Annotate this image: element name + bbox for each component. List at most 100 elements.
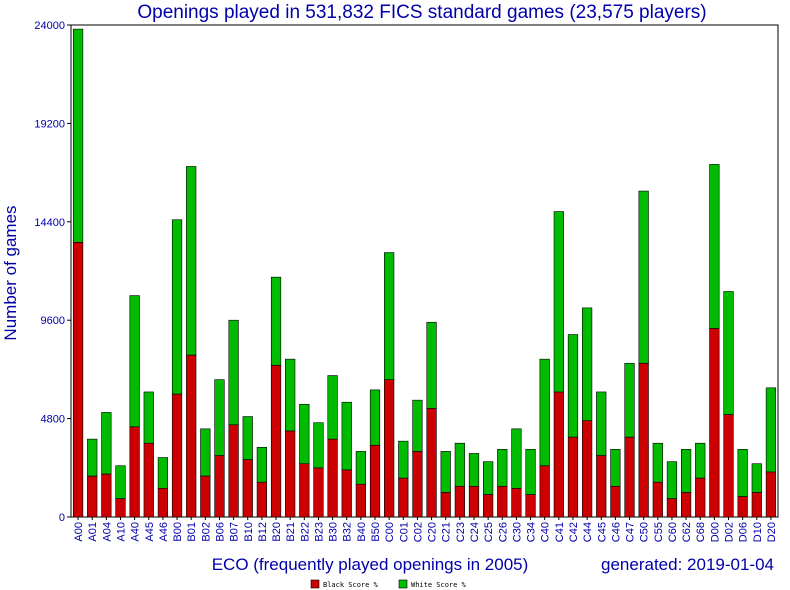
bar-white-score-c30 — [511, 428, 522, 489]
bar-black-score-c45 — [596, 455, 607, 518]
bar-black-score-c42 — [567, 436, 579, 518]
bar-white-score-c40 — [539, 358, 550, 467]
x-axis-label: ECO (frequently played openings in 2005) — [212, 555, 529, 574]
x-tick-label: C26 — [497, 522, 509, 542]
x-tick-label: B20 — [271, 522, 283, 542]
x-tick-label: D10 — [752, 522, 764, 542]
bar-black-score-c21 — [440, 492, 451, 518]
bar-black-score-c68 — [695, 477, 706, 518]
bar-black-score-a00 — [72, 242, 84, 518]
y-tick-label: 0 — [59, 512, 65, 524]
bar-black-score-b12 — [256, 481, 267, 518]
legend-swatch — [398, 579, 408, 589]
x-tick-label: C62 — [681, 522, 693, 542]
x-tick-label: C60 — [667, 522, 679, 542]
y-axis-label: Number of games — [1, 205, 20, 340]
x-tick-label: C46 — [610, 522, 622, 542]
bar-white-score-b07 — [228, 319, 239, 426]
x-tick-label: C24 — [469, 522, 481, 542]
bar-black-score-b10 — [242, 459, 253, 518]
bar-white-score-c44 — [581, 307, 593, 421]
bar-black-score-c01 — [398, 477, 409, 518]
x-tick-label: D06 — [738, 522, 750, 542]
bar-black-score-c60 — [666, 498, 678, 518]
x-tick-label: C55 — [653, 522, 665, 542]
bar-white-score-c42 — [567, 334, 579, 438]
bar-black-score-a40 — [129, 426, 140, 518]
bar-black-score-c26 — [497, 485, 508, 518]
x-tick-label: C21 — [441, 522, 453, 542]
bar-black-score-c40 — [539, 465, 550, 518]
y-tick-label: 4800 — [41, 414, 65, 426]
bar-white-score-b32 — [341, 401, 352, 471]
bar-white-score-b50 — [369, 389, 381, 446]
x-tick-label: B02 — [200, 522, 212, 542]
x-tick-label: A46 — [158, 522, 170, 542]
bar-white-score-b30 — [327, 375, 338, 440]
x-tick-label: A10 — [115, 522, 127, 542]
bar-white-score-a40 — [129, 295, 140, 428]
bar-white-score-d00 — [709, 164, 720, 329]
bar-white-score-b20 — [270, 276, 282, 366]
x-tick-label: A04 — [101, 522, 113, 542]
bar-white-score-b22 — [299, 403, 310, 465]
x-tick-label: B12 — [257, 522, 269, 542]
x-tick-label: B32 — [342, 522, 354, 542]
bar-white-score-b00 — [171, 219, 183, 395]
bar-white-score-b23 — [313, 422, 324, 469]
bar-white-score-d02 — [723, 291, 734, 415]
x-tick-label: C20 — [427, 522, 439, 542]
chart-title: Openings played in 531,832 FICS standard… — [137, 2, 706, 23]
bar-white-score-a46 — [157, 457, 169, 489]
bar-white-score-b10 — [242, 416, 253, 460]
x-tick-label: C23 — [455, 522, 467, 542]
bar-black-score-d20 — [765, 471, 777, 518]
bar-black-score-c30 — [511, 487, 522, 518]
bar-white-score-c62 — [680, 449, 692, 493]
x-tick-label: C02 — [412, 522, 424, 542]
x-tick-label: B10 — [243, 522, 255, 542]
bar-black-score-a10 — [115, 498, 126, 518]
x-tick-label: B00 — [172, 522, 184, 542]
bar-black-score-b00 — [171, 393, 183, 518]
bar-black-score-c47 — [624, 436, 635, 518]
x-tick-label: C41 — [554, 522, 566, 542]
bar-white-score-a10 — [115, 465, 126, 499]
bar-white-score-c41 — [553, 211, 564, 393]
bar-white-score-a04 — [101, 412, 112, 475]
generated-date: generated: 2019-01-04 — [601, 555, 774, 574]
bar-white-score-c00 — [384, 252, 395, 380]
bar-white-score-b06 — [214, 379, 225, 456]
x-tick-label: B07 — [229, 522, 241, 542]
bar-white-score-b02 — [200, 428, 211, 477]
bar-black-score-b20 — [270, 364, 282, 518]
x-tick-label: C00 — [384, 522, 396, 542]
bar-black-score-d10 — [751, 492, 762, 518]
bar-white-score-c26 — [497, 449, 508, 487]
bar-white-score-b21 — [285, 358, 296, 432]
bar-white-score-b40 — [355, 451, 366, 485]
x-tick-label: B40 — [356, 522, 368, 542]
x-tick-label: A40 — [130, 522, 142, 542]
bar-black-score-c50 — [638, 362, 649, 518]
x-tick-label: D02 — [724, 522, 736, 542]
x-tick-label: A45 — [144, 522, 156, 542]
bar-black-score-c55 — [652, 481, 663, 518]
x-tick-label: C01 — [398, 522, 410, 542]
bar-black-score-b22 — [299, 463, 310, 518]
legend-label: Black Score % — [323, 581, 379, 589]
bar-black-score-a01 — [87, 475, 98, 518]
y-tick-label: 14400 — [34, 217, 65, 229]
bar-white-score-d20 — [765, 387, 777, 473]
bar-black-score-c62 — [680, 492, 692, 518]
bar-white-score-a45 — [143, 391, 154, 444]
bar-black-score-b32 — [341, 469, 352, 518]
x-tick-label: D20 — [766, 522, 778, 542]
x-tick-label: C68 — [695, 522, 707, 542]
y-tick-label: 24000 — [34, 20, 65, 32]
x-tick-label: B21 — [285, 522, 297, 542]
bar-black-score-d02 — [723, 414, 734, 518]
bar-white-score-c46 — [610, 449, 621, 487]
legend-label: White Score % — [411, 581, 467, 589]
